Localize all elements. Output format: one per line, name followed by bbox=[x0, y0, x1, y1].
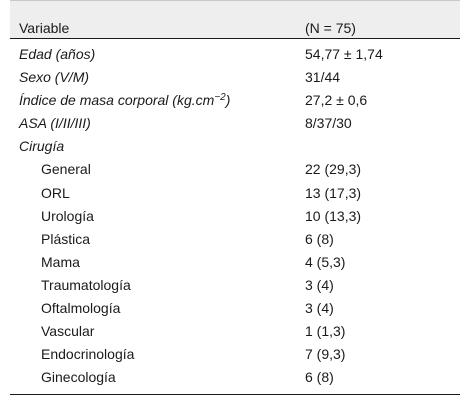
row-label: Vascular bbox=[41, 323, 95, 340]
row-label: Oftalmología bbox=[41, 300, 121, 317]
row-value: 7 (9,3) bbox=[305, 346, 346, 363]
table-row: Índice de masa corporal (kg.cm−2) 27,2 ±… bbox=[10, 85, 460, 108]
row-value: 3 (4) bbox=[305, 300, 334, 317]
row-value: 3 (4) bbox=[305, 276, 334, 293]
row-label: Plástica bbox=[41, 230, 91, 247]
table-row: Ginecología 6 (8) bbox=[10, 362, 460, 385]
demographics-table: Variable (N = 75) Edad (años) 54,77 ± 1,… bbox=[10, 0, 460, 385]
table-row: Sexo (V/M) 31/44 bbox=[10, 62, 460, 85]
row-value: 8/37/30 bbox=[305, 115, 352, 132]
row-value: 10 (13,3) bbox=[305, 207, 362, 224]
header-value: (N = 75) bbox=[305, 20, 356, 36]
row-value: 4 (5,3) bbox=[305, 253, 346, 270]
table-row: Cirugía bbox=[10, 131, 460, 154]
row-value: 6 (8) bbox=[305, 369, 334, 386]
row-value: 22 (29,3) bbox=[305, 161, 362, 178]
row-label: Ginecología bbox=[41, 369, 116, 386]
table-header: Variable (N = 75) bbox=[10, 0, 460, 39]
row-label: Edad (años) bbox=[19, 46, 96, 62]
header-variable: Variable bbox=[19, 20, 70, 36]
table-row: Oftalmología 3 (4) bbox=[10, 293, 460, 316]
table-row: Plástica 6 (8) bbox=[10, 224, 460, 247]
row-label: Urología bbox=[41, 207, 94, 224]
row-label: Endocrinología bbox=[41, 346, 135, 363]
table-bottom-rule bbox=[10, 394, 460, 395]
section-label: Cirugía bbox=[19, 138, 65, 155]
row-value: 31/44 bbox=[305, 69, 341, 86]
row-label: Índice de masa corporal (kg.cm−2) bbox=[19, 91, 230, 109]
row-value: 54,77 ± 1,74 bbox=[305, 46, 383, 62]
row-value: 27,2 ± 0,6 bbox=[305, 92, 368, 109]
row-label: Traumatología bbox=[41, 276, 131, 293]
table-row: Vascular 1 (1,3) bbox=[10, 316, 460, 339]
table-row: Endocrinología 7 (9,3) bbox=[10, 339, 460, 362]
row-value: 1 (1,3) bbox=[305, 323, 346, 340]
row-label: ORL bbox=[41, 184, 70, 201]
table-row: Traumatología 3 (4) bbox=[10, 270, 460, 293]
table-row: ASA (I/II/III) 8/37/30 bbox=[10, 108, 460, 131]
row-value: 13 (17,3) bbox=[305, 184, 362, 201]
row-label: General bbox=[41, 161, 91, 178]
table-row: General 22 (29,3) bbox=[10, 154, 460, 177]
row-label-close: ) bbox=[225, 92, 231, 109]
row-label: Mama bbox=[41, 253, 80, 270]
table-row: Mama 4 (5,3) bbox=[10, 247, 460, 270]
row-label: ASA (I/II/III) bbox=[19, 115, 91, 132]
row-value: 6 (8) bbox=[305, 230, 334, 247]
row-label: Sexo (V/M) bbox=[19, 69, 90, 86]
table-row: Edad (años) 54,77 ± 1,74 bbox=[10, 39, 460, 62]
table-row: Urología 10 (13,3) bbox=[10, 201, 460, 224]
row-label-exponent: −2 bbox=[214, 92, 226, 104]
table-row: ORL 13 (17,3) bbox=[10, 178, 460, 201]
row-label-main: Índice de masa corporal (kg.cm bbox=[19, 92, 215, 109]
